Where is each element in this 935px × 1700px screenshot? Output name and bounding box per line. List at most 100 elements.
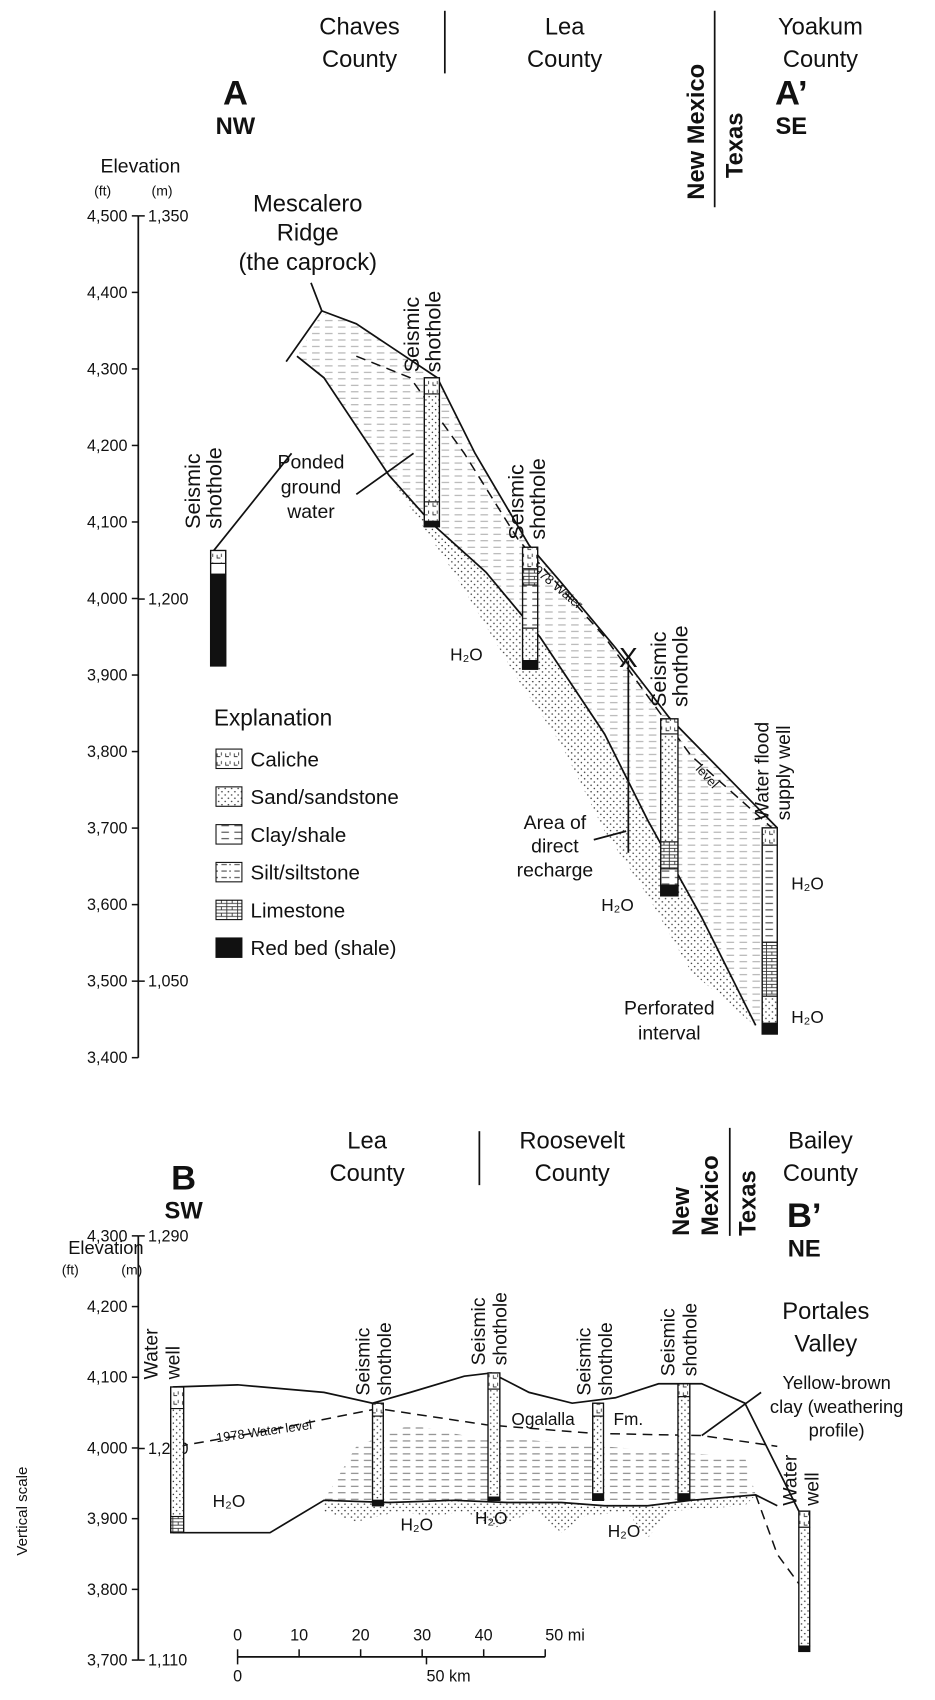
y-tick-label: 1,050	[148, 973, 189, 991]
cross-sections: ChavesCountyLeaCountyYoakumCountyNew Mex…	[0, 0, 935, 1700]
y-tick-label: 1,110	[148, 1651, 187, 1669]
well-segment	[762, 845, 777, 942]
legend-label: Red bed (shale)	[251, 937, 397, 960]
legend-label: Limestone	[251, 899, 346, 922]
legend-label: Caliche	[251, 748, 319, 771]
well-segment	[424, 502, 439, 521]
section-letter: A’	[775, 75, 808, 113]
well-segment	[762, 996, 777, 1023]
well-label: shothole	[201, 447, 226, 529]
section-direction: NE	[788, 1236, 821, 1262]
y-tick-label: 4,100	[87, 1369, 128, 1387]
well-label: shothole	[525, 458, 550, 540]
y-tick-label: 3,700	[87, 1651, 128, 1669]
axis-side-label: Vertical scale	[14, 1467, 31, 1556]
well-label: shothole	[668, 625, 693, 707]
annotation: clay (weathering	[770, 1396, 903, 1417]
annotation: Ponded	[278, 451, 345, 473]
well-segment	[523, 661, 538, 670]
y-tick-label: 4,300	[87, 1227, 128, 1245]
water-label: H₂O	[213, 1491, 246, 1511]
well-segment	[678, 1397, 690, 1494]
well-label: shothole	[679, 1303, 701, 1376]
y-tick-label: 4,000	[87, 590, 128, 608]
well-marker: X	[619, 642, 638, 673]
annotation: recharge	[517, 859, 594, 881]
well-segment	[523, 585, 538, 628]
scale-label: 0	[233, 1668, 242, 1686]
y-tick-label: 1,350	[148, 207, 189, 225]
axis-unit: (ft)	[94, 182, 111, 198]
y-tick-label: 4,200	[87, 1298, 128, 1316]
state-name: Texas	[723, 113, 749, 179]
y-tick-label: 4,300	[87, 360, 128, 378]
well-segment	[661, 719, 678, 734]
water-level	[756, 1495, 801, 1587]
axis-unit: (m)	[121, 1262, 142, 1278]
well-label: Water flood	[752, 722, 774, 821]
section-direction: NW	[216, 114, 256, 140]
county-name: Chaves	[319, 15, 400, 41]
water-label: H₂O	[601, 895, 634, 915]
legend-label: Sand/sandstone	[251, 786, 399, 809]
annotation: Yellow-brown	[782, 1372, 890, 1393]
y-tick-label: 4,500	[87, 207, 128, 225]
annotation: profile)	[809, 1420, 865, 1441]
y-tick-label: 3,400	[87, 1049, 128, 1067]
annotation: interval	[638, 1022, 701, 1044]
well-segment	[678, 1494, 690, 1500]
scale-label: 40	[475, 1627, 493, 1645]
legend-swatch	[216, 749, 242, 768]
well-segment	[373, 1416, 384, 1500]
county-name: County	[535, 1161, 610, 1187]
well-segment	[211, 574, 226, 666]
well-segment	[171, 1409, 184, 1517]
well-segment	[762, 1023, 777, 1034]
well-segment	[171, 1517, 184, 1533]
scale-label: 50 mi	[545, 1627, 585, 1645]
y-tick-label: 3,500	[87, 973, 128, 991]
arrow-leader	[311, 283, 322, 311]
well-label: shothole	[595, 1322, 617, 1395]
axis-title: Elevation	[101, 156, 181, 178]
y-tick-label: 4,200	[87, 437, 128, 455]
y-tick-label: 3,800	[87, 1581, 128, 1599]
annotation: (the caprock)	[238, 250, 377, 276]
water-label: H₂O	[400, 1515, 433, 1535]
well-segment	[762, 828, 777, 845]
county-name: County	[783, 1161, 858, 1187]
section-direction: SE	[775, 114, 807, 140]
annotation: Mescalero	[253, 192, 362, 218]
annotation: Fm.	[613, 1409, 643, 1429]
scale-label: 20	[352, 1627, 370, 1645]
legend-swatch	[216, 900, 242, 919]
well-segment	[593, 1494, 604, 1500]
county-name: Lea	[347, 1128, 387, 1154]
sand-layer	[389, 475, 761, 1031]
annotation: Ogalalla	[511, 1409, 575, 1429]
well-segment	[424, 378, 439, 394]
well-segment	[593, 1416, 604, 1494]
water-label: H₂O	[450, 645, 483, 665]
well-label: well	[801, 1472, 823, 1506]
well-segment	[799, 1527, 810, 1646]
well-segment	[678, 1384, 690, 1397]
county-name: County	[322, 47, 397, 73]
well-segment	[373, 1500, 384, 1505]
y-tick-label: 1,290	[148, 1227, 189, 1245]
arrow-leader	[702, 1392, 761, 1435]
well-segment	[424, 394, 439, 502]
y-tick-label: 4,400	[87, 284, 128, 302]
well-label: Seismic	[468, 1297, 490, 1365]
aquifer-body	[324, 1425, 756, 1506]
county-name: Lea	[545, 15, 585, 41]
county-name: Yoakum	[778, 15, 863, 41]
annotation: Area of	[524, 812, 587, 834]
legend-swatch	[216, 825, 242, 844]
section-letter: B’	[787, 1197, 822, 1235]
annotation: ground	[281, 476, 341, 498]
well-segment	[171, 1387, 184, 1409]
well-segment	[762, 942, 777, 996]
water-label: H₂O	[608, 1521, 641, 1541]
well-label: Seismic	[352, 1327, 374, 1395]
